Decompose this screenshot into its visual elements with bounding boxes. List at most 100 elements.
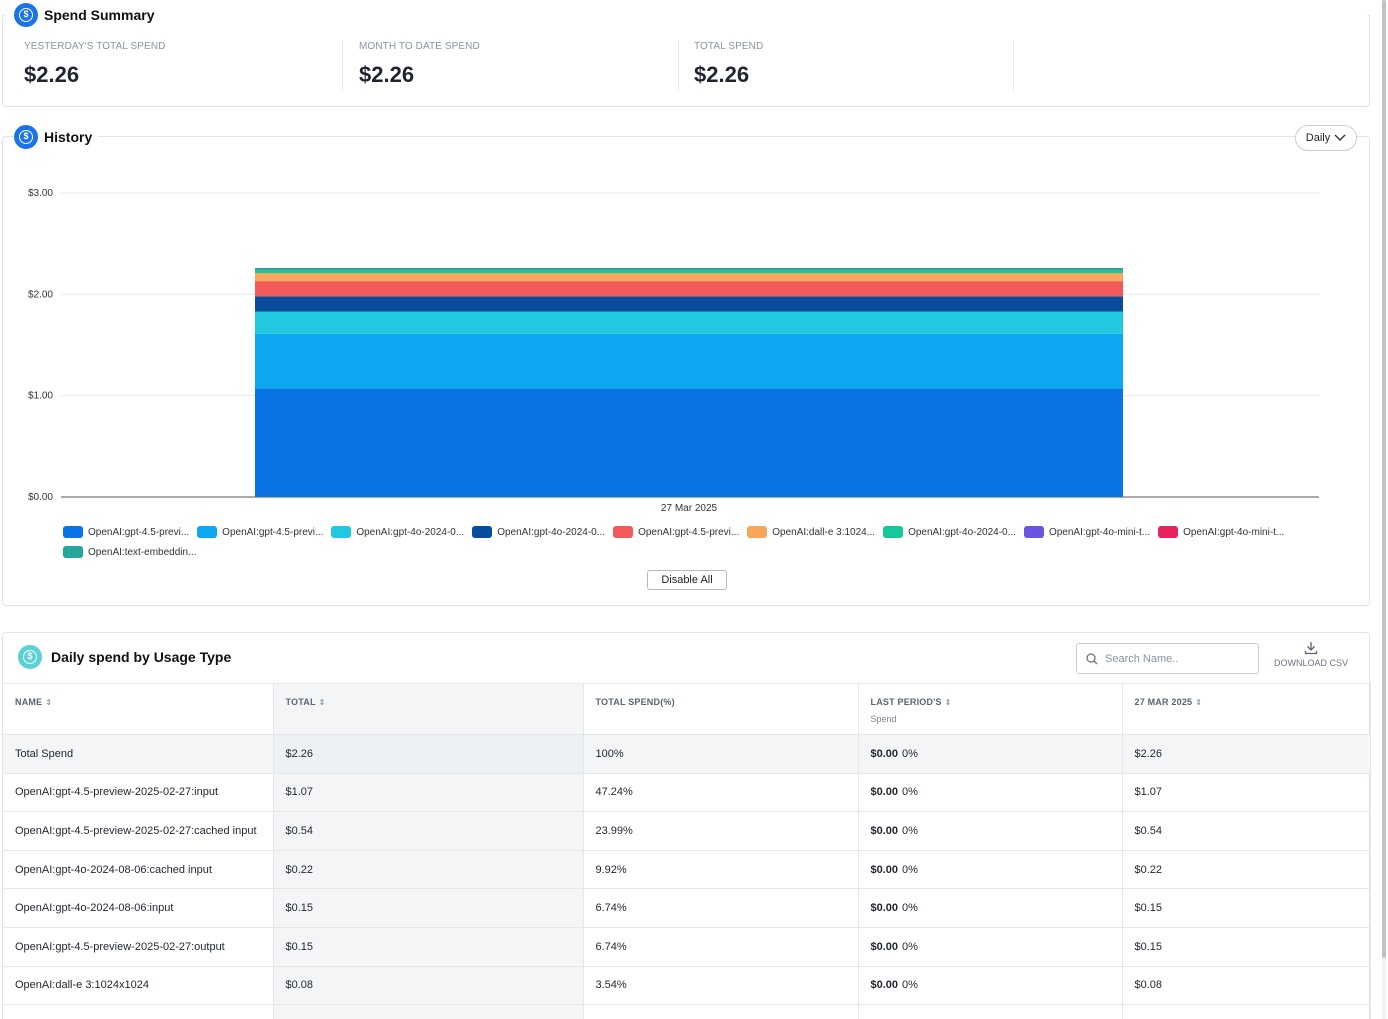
search-box[interactable] <box>1076 643 1259 674</box>
column-header-total-spend-pct: TOTAL SPEND(%) <box>583 683 859 735</box>
yesterday-spend-stat: YESTERDAY'S TOTAL SPEND $2.26 <box>24 41 324 88</box>
legend-label: OpenAI:gpt-4o-2024-0... <box>497 526 606 538</box>
cell-total-pct: 6.74% <box>583 888 859 928</box>
daily-spend-header: $ Daily spend by Usage Type <box>18 645 238 669</box>
cell-date: $0.15 <box>1122 888 1371 928</box>
download-csv-button[interactable]: DOWNLOAD CSV <box>1271 641 1351 668</box>
table-row[interactable]: OpenAI:gpt-4o-2024-08-06:input $0.15 6.74%… <box>3 888 1371 928</box>
legend-swatch <box>883 526 904 538</box>
table-header-row: NAME ⇕ TOTAL ⇕ TOTAL SPEND(%) LAST PERIOD'… <box>3 683 1371 735</box>
column-subheader: Spend <box>870 714 897 724</box>
legend-item[interactable]: OpenAI:text-embeddin... <box>63 545 196 559</box>
chart-legend: OpenAI:gpt-4.5-previ... OpenAI:gpt-4.5-pr… <box>63 525 1333 559</box>
legend-item[interactable]: OpenAI:gpt-4o-mini-t... <box>1023 525 1150 539</box>
daily-spend-card: $ Daily spend by Usage Type DOWNLOAD CSV… <box>2 632 1371 1019</box>
table-row[interactable]: OpenAI:gpt-4.5-preview-2025-02-27:output… <box>3 927 1371 967</box>
y-tick-label: $0.00 <box>28 492 53 503</box>
column-header-total[interactable]: TOTAL ⇕ <box>273 683 584 735</box>
legend-swatch <box>1158 526 1179 538</box>
legend-swatch <box>1023 526 1044 538</box>
cell-total-pct: 47.24% <box>583 773 859 813</box>
sort-icon[interactable]: ⇕ <box>1195 698 1203 707</box>
cell-total: $0.54 <box>273 811 584 851</box>
spend-summary-card: $ Spend Summary YESTERDAY'S TOTAL SPEND … <box>2 3 1370 107</box>
sort-icon[interactable]: ⇕ <box>45 698 53 707</box>
period-dropdown[interactable]: Daily <box>1295 125 1357 151</box>
scrollbar-thumb[interactable] <box>1382 0 1386 958</box>
cell-date: $1.07 <box>1122 773 1371 813</box>
disable-all-button[interactable]: Disable All <box>647 570 727 590</box>
last-period-pct: 0% <box>902 824 918 837</box>
cell-last-period: $0.00 0% <box>858 850 1123 890</box>
search-icon <box>1086 652 1098 664</box>
cell-total-pct <box>583 1004 859 1019</box>
legend-swatch <box>472 526 493 538</box>
bar-segment[interactable] <box>255 333 1123 389</box>
table-row[interactable]: Total Spend $2.26 100% $0.00 0% $2.26 <box>3 734 1371 774</box>
legend-swatch <box>331 526 352 538</box>
column-header-date[interactable]: 27 MAR 2025 ⇕ <box>1122 683 1371 735</box>
table-row[interactable]: OpenAI:gpt-4o-2024-08-06:cached input $0.… <box>3 850 1371 890</box>
legend-item[interactable]: OpenAI:dall-e 3:1024... <box>747 525 875 539</box>
cell-name: OpenAI:gpt-4o-2024-08-06:input <box>3 888 274 928</box>
column-header-last-period[interactable]: LAST PERIOD'S ⇕ Spend <box>858 683 1123 735</box>
last-period-value: $0.00 <box>870 902 899 915</box>
last-period-value: $0.00 <box>870 747 899 760</box>
legend-item[interactable]: OpenAI:gpt-4o-mini-t... <box>1158 525 1284 539</box>
divider <box>678 40 679 90</box>
last-period-pct: 0% <box>902 940 918 953</box>
cell-name: OpenAI:gpt-4.5-preview-2025-02-27:cached… <box>3 811 274 851</box>
bar-segment[interactable] <box>255 296 1123 312</box>
last-period-pct: 0% <box>902 747 918 760</box>
bar-segment[interactable] <box>255 267 1123 269</box>
cell-total: $1.07 <box>273 773 584 813</box>
sort-icon[interactable]: ⇕ <box>944 698 952 707</box>
table-row[interactable] <box>3 1004 1371 1019</box>
legend-item[interactable]: OpenAI:gpt-4o-2024-0... <box>331 525 464 539</box>
cell-total: $0.15 <box>273 927 584 967</box>
column-header-name[interactable]: NAME ⇕ <box>3 683 274 735</box>
cell-total <box>273 1004 584 1019</box>
legend-label: OpenAI:text-embeddin... <box>88 546 197 558</box>
cell-name: Total Spend <box>3 734 274 774</box>
dollar-coin-icon: $ <box>14 125 38 149</box>
search-input[interactable] <box>1105 652 1245 665</box>
legend-swatch <box>613 526 634 538</box>
last-period-pct: 0% <box>902 786 918 799</box>
last-period-value: $0.00 <box>870 863 899 876</box>
table-row[interactable]: OpenAI:gpt-4.5-preview-2025-02-27:input $… <box>3 773 1371 813</box>
stat-label: TOTAL SPEND <box>694 41 764 52</box>
dollar-coin-icon: $ <box>14 3 38 27</box>
bar-segment[interactable] <box>255 311 1123 334</box>
last-period-pct: 0% <box>902 979 918 992</box>
bar-segment[interactable] <box>255 281 1123 297</box>
legend-item[interactable]: OpenAI:gpt-4.5-previ... <box>197 525 323 539</box>
cell-last-period: $0.00 0% <box>858 966 1123 1006</box>
legend-item[interactable]: OpenAI:gpt-4o-2024-0... <box>883 525 1016 539</box>
stat-value: $2.26 <box>694 62 750 87</box>
bar-segment[interactable] <box>255 269 1123 274</box>
divider <box>1013 40 1014 90</box>
bar-segment[interactable] <box>255 273 1123 282</box>
stat-value: $2.26 <box>24 62 80 87</box>
sort-icon[interactable]: ⇕ <box>318 698 326 707</box>
cell-last-period: $0.00 0% <box>858 888 1123 928</box>
bar-segment[interactable] <box>255 388 1123 497</box>
y-tick-label: $3.00 <box>28 188 53 199</box>
y-tick-label: $1.00 <box>28 391 53 402</box>
spend-summary-title: Spend Summary <box>44 7 155 23</box>
last-period-pct: 0% <box>902 863 918 876</box>
table-row[interactable]: OpenAI:gpt-4.5-preview-2025-02-27:cached… <box>3 811 1371 851</box>
x-tick-label: 27 Mar 2025 <box>661 503 718 514</box>
legend-item[interactable]: OpenAI:gpt-4o-2024-0... <box>472 525 605 539</box>
last-period-pct: 0% <box>902 902 918 915</box>
last-period-value: $0.00 <box>870 940 899 953</box>
legend-item[interactable]: OpenAI:gpt-4.5-previ... <box>613 525 739 539</box>
last-period-value: $0.00 <box>870 824 899 837</box>
download-csv-label: DOWNLOAD CSV <box>1273 658 1348 668</box>
cell-date: $0.08 <box>1122 966 1371 1006</box>
table-row[interactable]: OpenAI:dall-e 3:1024x1024 $0.08 3.54% $0.00… <box>3 966 1371 1006</box>
legend-item[interactable]: OpenAI:gpt-4.5-previ... <box>63 525 189 539</box>
cell-total-pct: 100% <box>583 734 859 774</box>
cell-name: OpenAI:gpt-4.5-preview-2025-02-27:input <box>3 773 274 813</box>
